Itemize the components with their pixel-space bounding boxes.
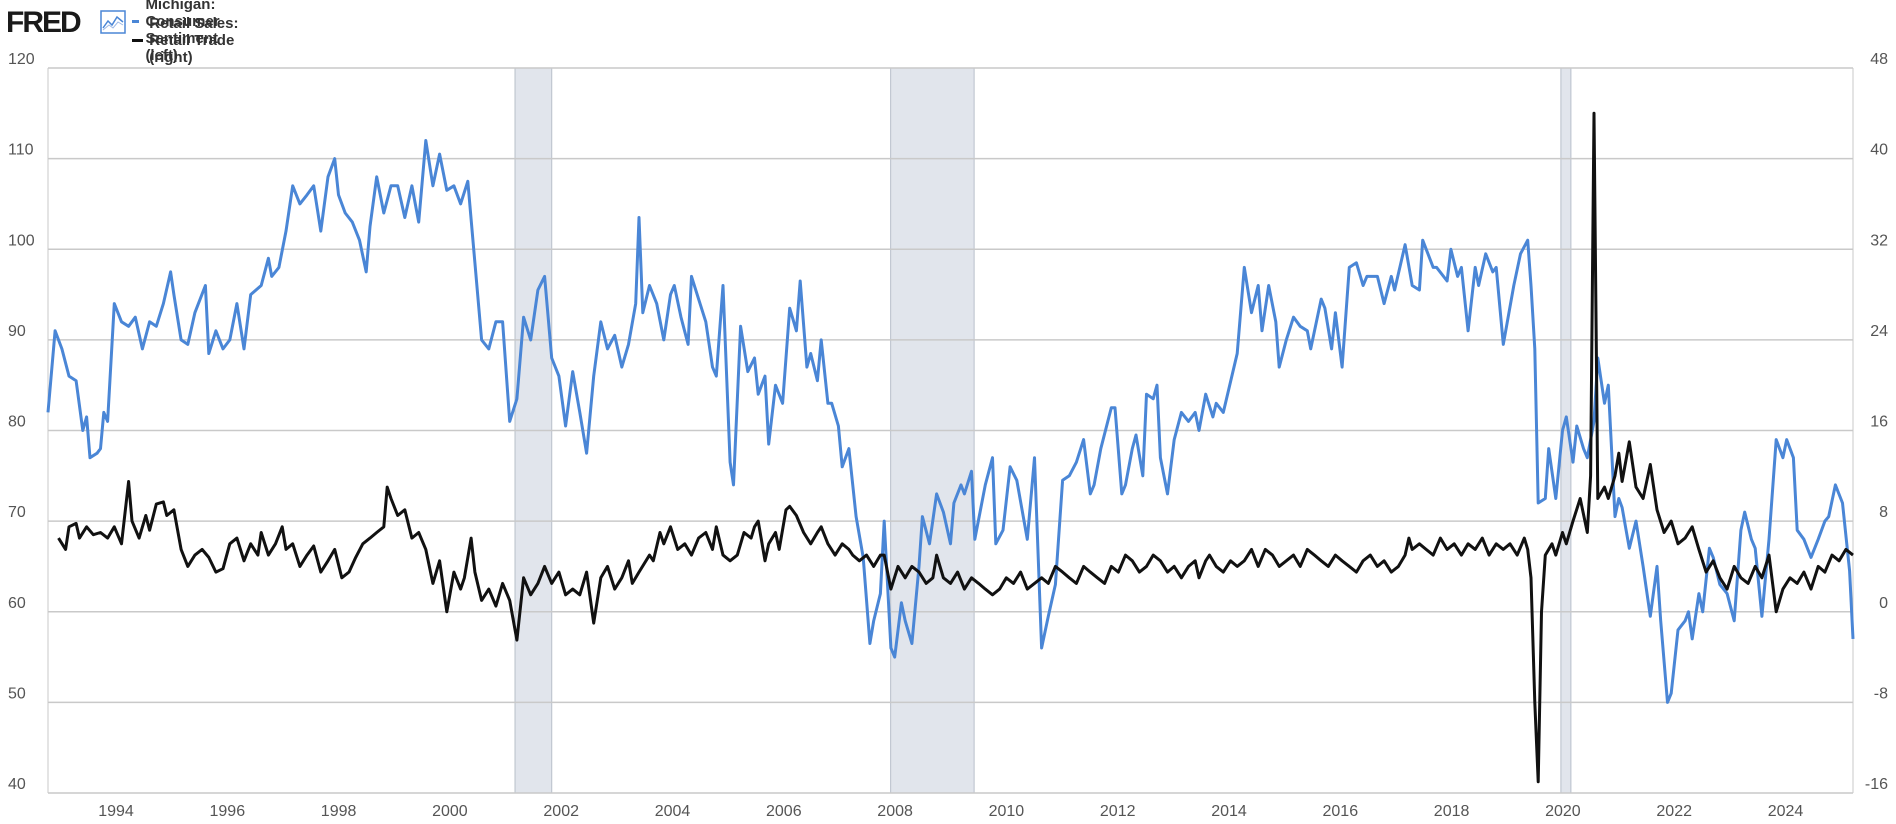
line-chart-icon[interactable] [100, 10, 126, 34]
right-tick-label: 40 [1870, 142, 1888, 159]
left-tick-label: 100 [8, 232, 35, 249]
legend-item-sentiment[interactable]: University of Michigan: Consumer Sentime… [132, 0, 240, 64]
legend-label-retail: Retail Sales: Retail Trade (right) [149, 15, 239, 66]
x-tick-label: 1996 [210, 803, 246, 820]
right-tick-label: 0 [1879, 595, 1888, 612]
gridlines [47, 67, 1854, 794]
left-tick-label: 80 [8, 414, 26, 431]
right-tick-label: 24 [1870, 323, 1888, 340]
left-tick-label: 110 [8, 142, 34, 159]
series-lines [46, 111, 1855, 784]
x-tick-label: 2020 [1545, 803, 1581, 820]
fred-logo[interactable]: FRED [6, 6, 82, 39]
axis-labels: 40 50 60 70 80 90 100 110 120 -16 -8 0 8 16 24 32 40 48 19… [8, 51, 1888, 820]
left-tick-label: 120 [8, 51, 35, 68]
x-tick-label: 2024 [1768, 803, 1804, 820]
x-tick-label: 1998 [321, 803, 357, 820]
x-tick-label: 2018 [1434, 803, 1470, 820]
x-tick-label: 2016 [1323, 803, 1359, 820]
right-tick-label: 32 [1870, 232, 1888, 249]
left-tick-label: 40 [8, 776, 26, 793]
x-tick-label: 2000 [432, 803, 468, 820]
left-tick-label: 50 [8, 685, 26, 702]
x-tick-label: 1994 [98, 803, 134, 820]
right-tick-label: 8 [1879, 504, 1888, 521]
left-tick-label: 60 [8, 595, 26, 612]
x-tick-label: 2010 [989, 803, 1025, 820]
x-tick-label: 2014 [1211, 803, 1247, 820]
series-line-1 [57, 111, 1854, 784]
right-tick-label: -16 [1865, 776, 1888, 793]
right-tick-label: -8 [1874, 685, 1888, 702]
right-tick-label: 48 [1870, 51, 1888, 68]
x-tick-label: 2002 [543, 803, 579, 820]
x-tick-label: 2022 [1656, 803, 1692, 820]
x-tick-label: 2008 [877, 803, 913, 820]
right-tick-label: 16 [1870, 414, 1888, 431]
legend-swatch-blue [132, 20, 140, 23]
legend-item-retail[interactable]: Retail Sales: Retail Trade (right) [132, 15, 240, 66]
legend-label-sentiment: University of Michigan: Consumer Sentime… [145, 0, 220, 64]
x-tick-label: 2012 [1100, 803, 1136, 820]
x-tick-label: 2006 [766, 803, 802, 820]
x-tick-label: 2004 [655, 803, 691, 820]
left-tick-label: 70 [8, 504, 26, 521]
series-line-0 [46, 139, 1855, 704]
legend: University of Michigan: Consumer Sentime… [132, 0, 240, 66]
legend-swatch-black [132, 39, 144, 42]
left-tick-label: 90 [8, 323, 26, 340]
